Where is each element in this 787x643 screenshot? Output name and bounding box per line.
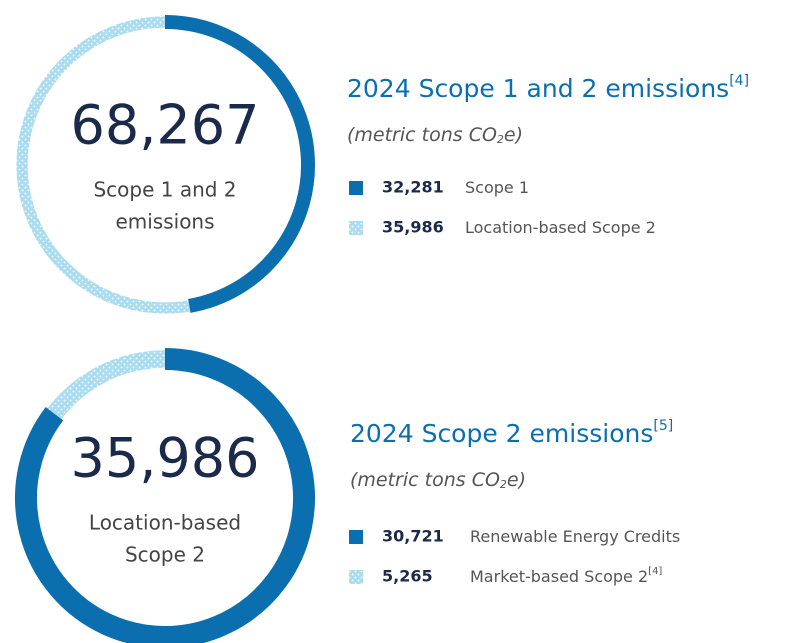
legend-value: 32,281 xyxy=(382,178,444,197)
center-value: 68,267 xyxy=(71,94,260,157)
center-label: emissions xyxy=(115,210,214,234)
center-label: Scope 1 and 2 xyxy=(93,178,236,202)
legend-value: 5,265 xyxy=(382,567,433,586)
legend-label: Scope 1 xyxy=(465,178,529,197)
donut-segment xyxy=(15,348,315,643)
subtitle-text: e) xyxy=(504,124,523,146)
legend-label: Location-based Scope 2 xyxy=(465,218,656,237)
legend-swatch xyxy=(349,570,363,584)
subtitle-text: (metric tons CO xyxy=(350,469,500,491)
subtitle-text: (metric tons CO xyxy=(347,124,497,146)
donut-segment xyxy=(47,350,166,420)
title-note: [4] xyxy=(729,73,749,89)
legend-value: 30,721 xyxy=(382,527,444,546)
legend-name: Market-based Scope 2 xyxy=(470,567,648,586)
chart-title: 2024 Scope 2 emissions[5] xyxy=(350,418,673,448)
donut-segment xyxy=(164,15,315,313)
center-label: Scope 2 xyxy=(125,543,205,567)
legend-label: Market-based Scope 2[4] xyxy=(470,566,662,586)
donut-chart: 30,721 Renewable Energy Credits 5,265 Marke… xyxy=(15,348,680,643)
chart-title: 2024 Scope 1 and 2 emissions[4] xyxy=(347,73,749,103)
legend-name: Scope 1 xyxy=(465,178,529,197)
legend-swatch xyxy=(349,221,363,235)
legend-swatch xyxy=(349,530,363,544)
donut-chart: 32,281 Scope 1 35,986 Location-based Scope … xyxy=(16,15,749,314)
legend-name: Location-based Scope 2 xyxy=(465,218,656,237)
title-text: 2024 Scope 1 and 2 emissions xyxy=(347,74,729,103)
legend-value: 35,986 xyxy=(382,218,444,237)
chart-subtitle: (metric tons CO2e) xyxy=(347,124,523,147)
subtitle-sub: 2 xyxy=(497,133,504,146)
legend-name: Renewable Energy Credits xyxy=(470,527,680,546)
center-value: 35,986 xyxy=(71,427,260,490)
legend-swatch xyxy=(349,181,363,195)
subtitle-sub: 2 xyxy=(500,478,507,491)
title-text: 2024 Scope 2 emissions xyxy=(350,419,653,448)
donut-segment xyxy=(16,16,191,314)
legend-label: Renewable Energy Credits xyxy=(470,527,680,546)
subtitle-text: e) xyxy=(507,469,526,491)
title-note: [5] xyxy=(653,418,673,434)
legend-note: [4] xyxy=(648,566,662,577)
center-label: Location-based xyxy=(89,511,241,535)
chart-subtitle: (metric tons CO2e) xyxy=(350,469,526,492)
